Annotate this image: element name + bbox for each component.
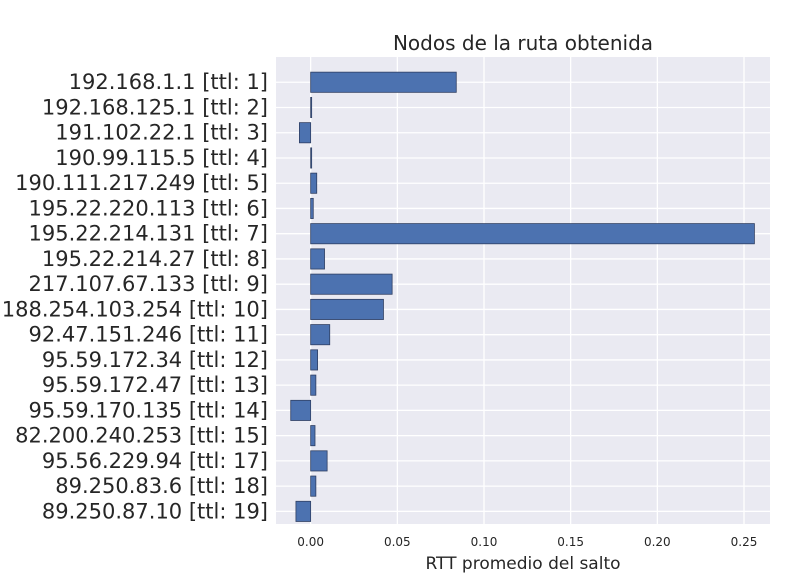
category-labels: 192.168.1.1 [ttl: 1]192.168.125.1 [ttl: … (2, 70, 268, 523)
category-label: 192.168.1.1 [ttl: 1] (69, 70, 268, 94)
bar (295, 500, 312, 522)
bar (290, 399, 312, 421)
grid-lines (276, 57, 770, 524)
bar (310, 324, 331, 346)
category-label: 89.250.83.6 [ttl: 18] (55, 474, 268, 498)
bar (310, 425, 316, 447)
x-tick-label: 0.10 (471, 535, 498, 549)
category-label: 195.22.220.113 [ttl: 6] (29, 196, 268, 220)
bar (310, 172, 318, 194)
category-label: 190.99.115.5 [ttl: 4] (55, 146, 268, 170)
category-label: 195.22.214.27 [ttl: 8] (42, 247, 268, 271)
category-label: 192.168.125.1 [ttl: 2] (42, 95, 268, 119)
x-tick-labels: 0.00 0.05 0.10 0.15 0.20 0.25 (297, 535, 757, 549)
bar (310, 374, 317, 396)
bar (310, 349, 318, 371)
category-label: 82.200.240.253 [ttl: 15] (15, 424, 268, 448)
bar (298, 122, 312, 144)
bar (310, 273, 393, 295)
x-axis-label: RTT promedio del salto (425, 554, 620, 574)
category-label: 217.107.67.133 [ttl: 9] (29, 272, 268, 296)
x-tick-label: 0.20 (644, 535, 671, 549)
category-label: 95.59.172.47 [ttl: 13] (42, 373, 268, 397)
category-label: 92.47.151.246 [ttl: 11] (29, 323, 268, 347)
bar (310, 197, 314, 219)
x-tick-label: 0.00 (297, 535, 324, 549)
bar (310, 248, 325, 270)
category-label: 188.254.103.254 [ttl: 10] (2, 297, 268, 321)
category-label: 89.250.87.10 [ttl: 19] (42, 499, 268, 523)
bar (310, 147, 313, 169)
bar (310, 298, 384, 320)
x-tick-label: 0.15 (557, 535, 584, 549)
category-label: 95.59.170.135 [ttl: 14] (29, 398, 268, 422)
bars (290, 71, 755, 522)
bar (310, 450, 328, 472)
bar (310, 223, 755, 245)
category-label: 190.111.217.249 [ttl: 5] (15, 171, 268, 195)
bar (310, 96, 313, 118)
x-tick-label: 0.25 (731, 535, 758, 549)
category-label: 191.102.22.1 [ttl: 3] (55, 121, 268, 145)
category-label: 95.56.229.94 [ttl: 17] (42, 449, 268, 473)
category-label: 195.22.214.131 [ttl: 7] (29, 222, 268, 246)
x-tick-label: 0.05 (384, 535, 411, 549)
chart-title: Nodos de la ruta obtenida (393, 31, 653, 55)
bar (310, 475, 317, 497)
category-label: 95.59.172.34 [ttl: 12] (42, 348, 268, 372)
bar (310, 71, 457, 93)
